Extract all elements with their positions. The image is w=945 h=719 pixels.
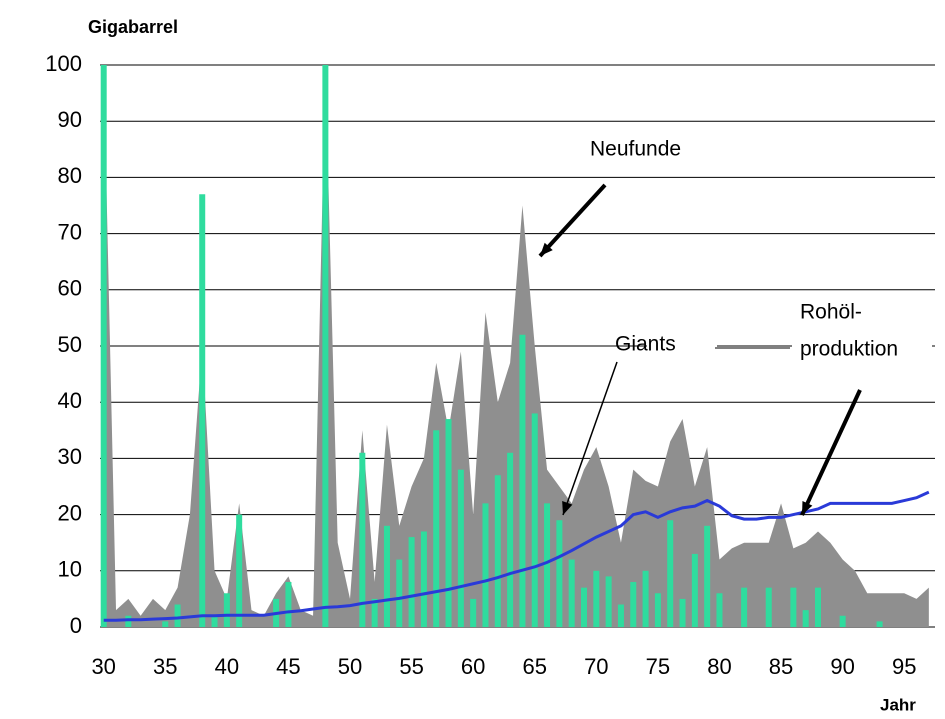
y-tick-label: 100 (45, 51, 82, 76)
bar (617, 604, 624, 627)
bar (408, 537, 415, 627)
bar (605, 576, 612, 627)
y-tick-label: 40 (58, 388, 82, 413)
bar (544, 503, 551, 627)
y-tick-label: 70 (58, 219, 82, 244)
bar (420, 531, 427, 627)
y-tick-label: 50 (58, 332, 82, 357)
bar (236, 514, 243, 627)
bar (285, 582, 292, 627)
arrow (538, 183, 607, 258)
bar (667, 520, 674, 627)
annotation-bg (647, 329, 717, 361)
bar (470, 598, 477, 627)
bar (433, 430, 440, 627)
y-tick-label: 30 (58, 444, 82, 469)
y-tick-label: 0 (70, 613, 82, 638)
bar (396, 559, 403, 627)
bar (199, 194, 206, 627)
bar (174, 604, 181, 627)
bar (630, 582, 637, 627)
bar (704, 525, 711, 627)
x-tick-label: 75 (646, 654, 670, 679)
x-tick-label: 45 (276, 654, 300, 679)
bar (359, 452, 366, 627)
x-tick-label: 60 (461, 654, 485, 679)
x-tick-label: 90 (830, 654, 854, 679)
bar (507, 452, 514, 627)
bar (741, 587, 748, 627)
x-tick-label: 55 (399, 654, 423, 679)
bar (654, 593, 661, 627)
annotation: Giants (615, 333, 676, 356)
bar (642, 570, 649, 627)
bar (371, 598, 378, 627)
annotation: Neufunde (590, 138, 681, 161)
bar (765, 587, 772, 627)
x-tick-label: 50 (338, 654, 362, 679)
bar (162, 621, 169, 627)
area (103, 65, 929, 627)
bar (876, 621, 883, 627)
annotation-bg (792, 297, 877, 329)
y-tick-label: 80 (58, 163, 82, 188)
bar (815, 587, 822, 627)
y-tick-label: 20 (58, 500, 82, 525)
arrow-head (540, 242, 553, 256)
annotation-bg (642, 134, 762, 166)
x-tick-label: 95 (892, 654, 916, 679)
bar (679, 598, 686, 627)
arrow (800, 389, 862, 516)
y-tick-label: 60 (58, 276, 82, 301)
y-tick-label: 90 (58, 107, 82, 132)
bar (322, 65, 329, 627)
arrow (562, 361, 618, 516)
annotation: Rohöl- (800, 301, 862, 324)
x-tick-label: 85 (769, 654, 793, 679)
x-tick-label: 80 (707, 654, 731, 679)
line (103, 490, 930, 622)
x-tick-label: 65 (522, 654, 546, 679)
bar (482, 503, 489, 627)
y-tick-label: 10 (58, 557, 82, 582)
arrow-head (562, 501, 573, 515)
arrow-head (802, 501, 813, 515)
x-tick-label: 30 (91, 654, 115, 679)
x-tick-label: 35 (153, 654, 177, 679)
bar (531, 413, 538, 627)
bar (383, 525, 390, 627)
bar (790, 587, 797, 627)
bar (223, 593, 230, 627)
bar (593, 570, 600, 627)
annotation-bg (792, 334, 932, 366)
bar (716, 593, 723, 627)
bar (494, 475, 501, 627)
bar (691, 553, 698, 627)
x-tick-label: 70 (584, 654, 608, 679)
bar (125, 615, 132, 627)
bar (568, 559, 575, 627)
bar (581, 587, 588, 627)
bar (519, 334, 526, 627)
bar (839, 615, 846, 627)
bar (211, 615, 218, 627)
bar (100, 65, 107, 627)
y-axis-label: Gigabarrel (88, 17, 178, 37)
annotation: produktion (800, 338, 898, 361)
bar (802, 610, 809, 627)
bar (457, 469, 464, 627)
x-axis-label: Jahr (880, 695, 916, 714)
bar (445, 419, 452, 627)
bar (556, 520, 563, 627)
x-tick-label: 40 (215, 654, 239, 679)
